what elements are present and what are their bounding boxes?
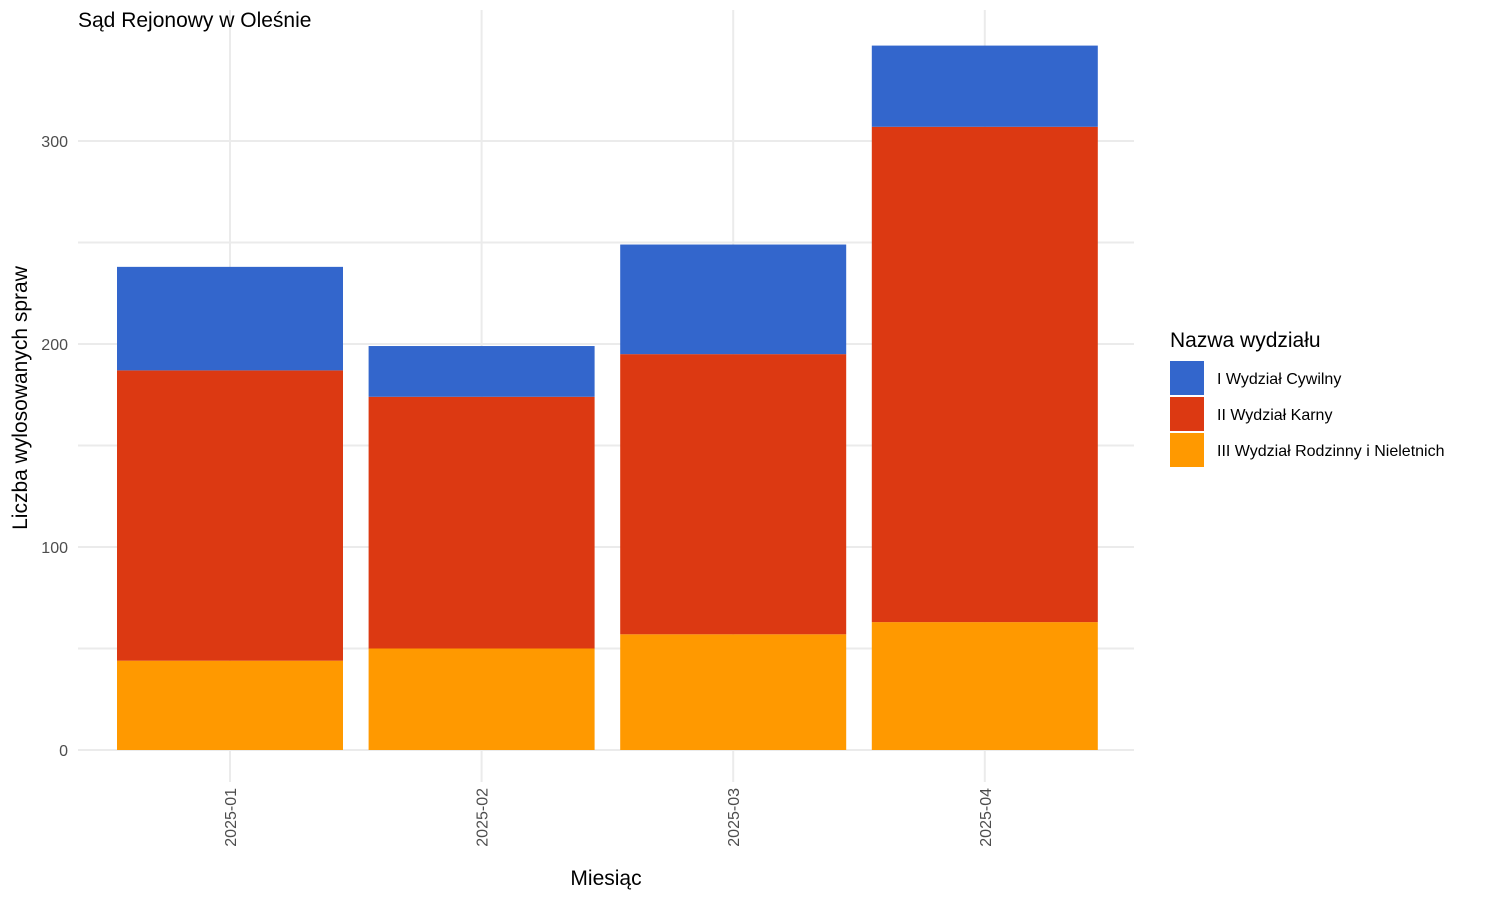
bar-segment [871, 45, 1098, 127]
bar-segment [620, 634, 847, 750]
bar-segment [368, 396, 595, 649]
x-tick-label: 2025-01 [223, 788, 240, 847]
bar-segment [871, 622, 1098, 750]
bar-segment [117, 370, 343, 661]
y-tick-label: 100 [41, 540, 68, 557]
bar-segment [368, 346, 595, 397]
legend-key [1170, 397, 1204, 431]
legend-label: II Wydział Karny [1217, 407, 1332, 424]
x-axis-title: Miesiąc [570, 867, 641, 890]
bar-segment [368, 648, 595, 750]
bar-segment [117, 266, 343, 371]
y-axis-ticks: 0 100 200 300 [41, 134, 68, 760]
bar-segment [620, 354, 847, 635]
x-tick-label: 2025-03 [726, 788, 743, 847]
y-tick-label: 200 [41, 337, 68, 354]
legend-key [1170, 433, 1204, 467]
legend-title: Nazwa wydziału [1170, 329, 1321, 352]
bar-segment [871, 126, 1098, 623]
legend-label: I Wydział Cywilny [1217, 371, 1341, 388]
y-axis-title: Liczba wylosowanych spraw [9, 265, 32, 530]
y-tick-label: 0 [59, 743, 68, 760]
bar-segment [620, 244, 847, 355]
bar-segment [117, 660, 343, 750]
x-tick-label: 2025-02 [475, 788, 492, 847]
x-axis-ticks: 2025-01 2025-02 2025-03 2025-04 [223, 788, 995, 847]
y-tick-label: 300 [41, 134, 68, 151]
legend: Nazwa wydziału I Wydział Cywilny II Wydzi… [1170, 329, 1445, 467]
bars [117, 45, 1098, 750]
legend-label: III Wydział Rodzinny i Nieletnich [1217, 443, 1445, 460]
chart-title: Sąd Rejonowy w Oleśnie [78, 9, 311, 32]
legend-key [1170, 361, 1204, 395]
x-tick-label: 2025-04 [978, 788, 995, 847]
